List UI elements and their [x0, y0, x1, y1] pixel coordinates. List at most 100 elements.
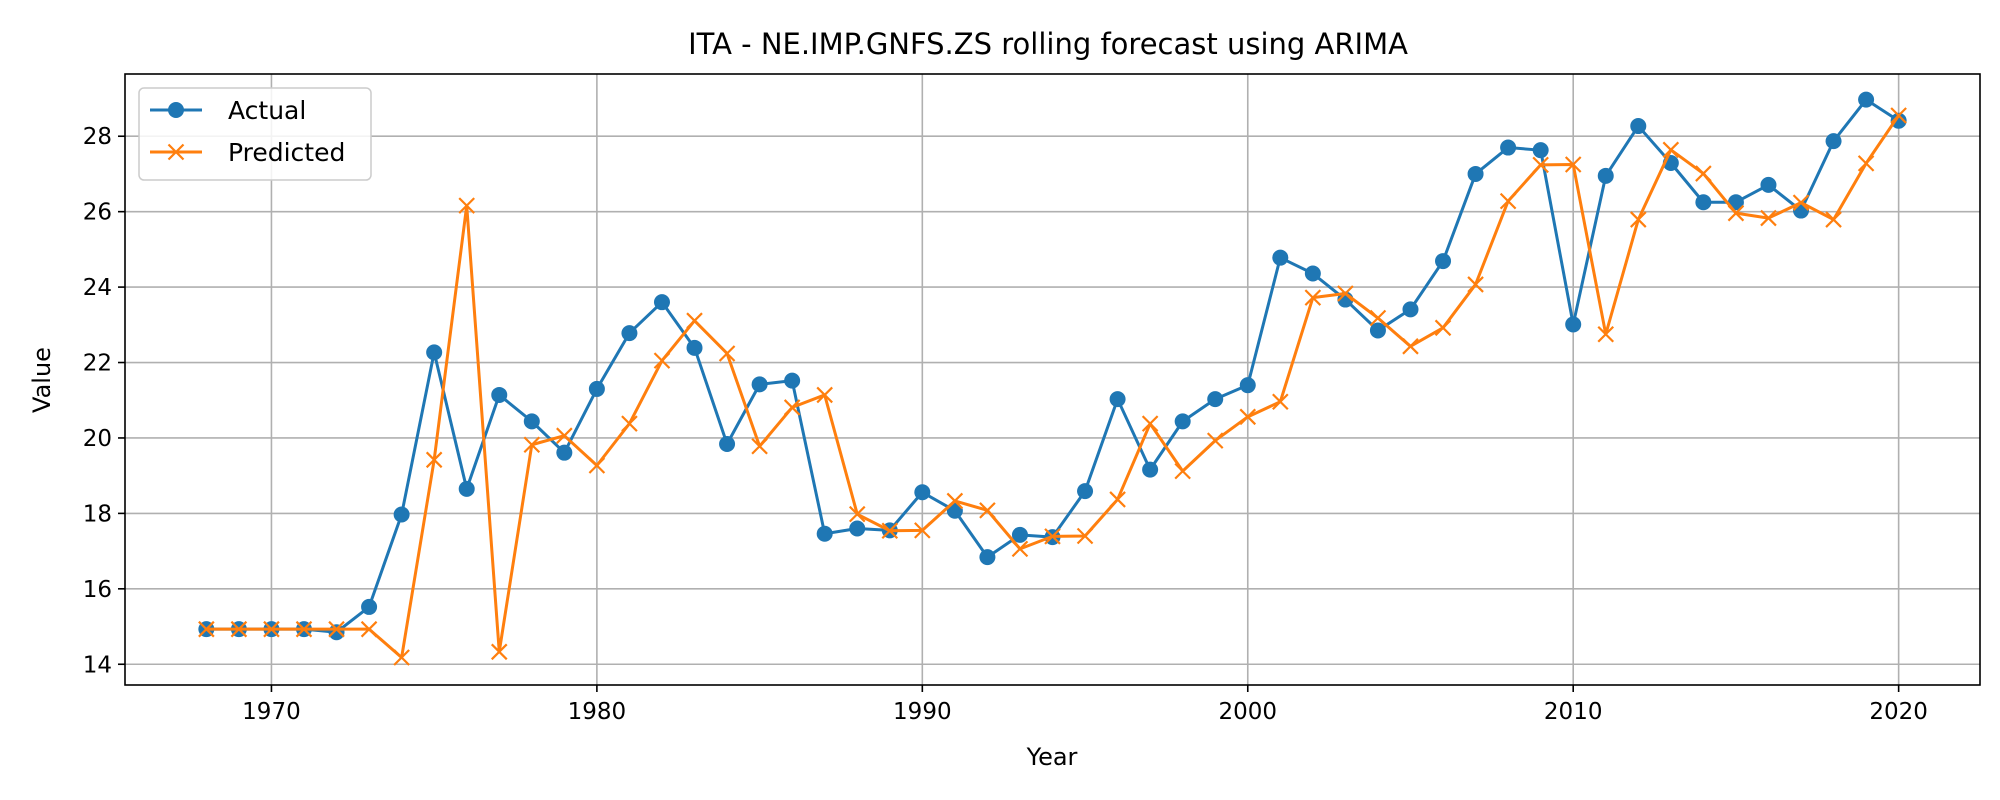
series-layer	[198, 91, 1907, 666]
predicted-point	[1532, 156, 1549, 174]
predicted-point	[1076, 527, 1094, 545]
actual-point	[621, 325, 638, 342]
legend-marker-actual	[168, 102, 184, 118]
actual-point	[653, 294, 670, 311]
predicted-point	[1109, 491, 1126, 508]
y-tick-label: 22	[83, 351, 112, 377]
legend-marker-predicted	[167, 143, 185, 161]
y-tick-label: 28	[83, 124, 112, 150]
predicted-point	[1499, 192, 1517, 210]
actual-point	[1077, 483, 1094, 500]
actual-point	[1532, 142, 1549, 159]
y-axis-label: Value	[28, 347, 56, 413]
y-axis: 14 16 18 20 22 24 26 28	[83, 124, 125, 678]
actual-point	[1142, 461, 1159, 478]
predicted-point	[1272, 393, 1289, 411]
predicted-point	[816, 386, 833, 404]
legend-entry-actual: Actual	[150, 96, 306, 125]
predicted-point	[621, 415, 638, 432]
predicted-point	[1141, 415, 1159, 432]
predicted-point	[1239, 408, 1257, 426]
actual-point	[1467, 165, 1484, 182]
predicted-point	[914, 522, 931, 539]
predicted-point	[1206, 432, 1224, 449]
actual-point	[1825, 133, 1842, 150]
y-tick-label: 14	[83, 652, 112, 678]
chart-title: ITA - NE.IMP.GNFS.ZS rolling forecast us…	[688, 27, 1408, 61]
actual-point	[1565, 316, 1582, 333]
legend: Actual Predicted	[138, 87, 372, 181]
plot-frame	[124, 73, 1981, 686]
predicted-point	[1304, 289, 1322, 306]
predicted-point	[1369, 309, 1387, 327]
predicted-point	[328, 620, 345, 638]
actual-point	[816, 525, 833, 542]
predicted-point	[718, 345, 736, 362]
actual-point	[1369, 322, 1386, 339]
predicted-point	[1402, 338, 1419, 355]
actual-point	[1500, 139, 1517, 156]
actual-point	[686, 339, 703, 356]
actual-point	[556, 444, 573, 461]
actual-point	[1695, 194, 1712, 211]
predicted-point	[1825, 211, 1842, 228]
actual-point	[588, 380, 605, 397]
predicted-point	[653, 352, 671, 369]
actual-point	[1402, 301, 1419, 318]
actual-point	[393, 506, 410, 523]
predicted-point	[1597, 325, 1615, 343]
predicted-point	[1434, 319, 1452, 337]
predicted-point	[263, 620, 280, 638]
predicted-point	[198, 620, 215, 638]
predicted-point	[1890, 107, 1907, 124]
actual-point	[491, 386, 508, 403]
x-tick-label: 2020	[1869, 699, 1928, 725]
actual-point	[914, 484, 931, 501]
predicted-point	[1662, 141, 1680, 159]
legend-entry-predicted: Predicted	[150, 138, 345, 167]
predicted-point	[523, 436, 541, 454]
predicted-point	[556, 427, 573, 444]
predicted-point	[1760, 209, 1777, 227]
predicted-point	[1630, 211, 1647, 228]
predicted-point	[979, 502, 996, 519]
actual-point	[1304, 265, 1321, 282]
x-tick-label: 1970	[242, 699, 301, 725]
actual-point	[1890, 112, 1907, 129]
predicted-point	[1467, 276, 1484, 293]
actual-point	[1174, 413, 1191, 430]
y-tick-label: 16	[83, 577, 112, 603]
predicted-point	[1174, 462, 1191, 480]
predicted-point	[783, 399, 801, 416]
predicted-point	[393, 649, 410, 666]
actual-point	[784, 372, 801, 389]
predicted-point	[1792, 194, 1810, 211]
y-tick-label: 20	[83, 426, 112, 452]
legend-label-actual: Actual	[228, 96, 306, 125]
actual-point	[1207, 391, 1224, 408]
x-tick-label: 2000	[1218, 699, 1277, 725]
predicted-point	[1695, 165, 1712, 182]
predicted-point	[588, 457, 606, 474]
predicted-point	[751, 437, 768, 455]
actual-point	[1272, 249, 1289, 266]
x-tick-label: 1980	[568, 699, 627, 725]
predicted-point	[1727, 204, 1745, 222]
y-tick-label: 18	[83, 501, 112, 527]
actual-point	[751, 376, 768, 393]
predicted-point	[295, 620, 313, 638]
x-axis: 1970 1980 1990 2000 2010 2020	[242, 685, 1928, 725]
predicted-point	[1337, 285, 1354, 302]
actual-point	[1630, 118, 1647, 135]
predicted-point	[1044, 528, 1061, 545]
actual-point	[946, 502, 963, 519]
actual-point	[458, 480, 475, 497]
predicted-point	[686, 312, 703, 329]
predicted-point	[360, 620, 378, 638]
actual-point	[426, 344, 443, 361]
predicted-point	[230, 620, 248, 638]
predicted-point	[425, 451, 443, 469]
actual-point	[979, 549, 996, 566]
predicted-point	[458, 197, 475, 214]
